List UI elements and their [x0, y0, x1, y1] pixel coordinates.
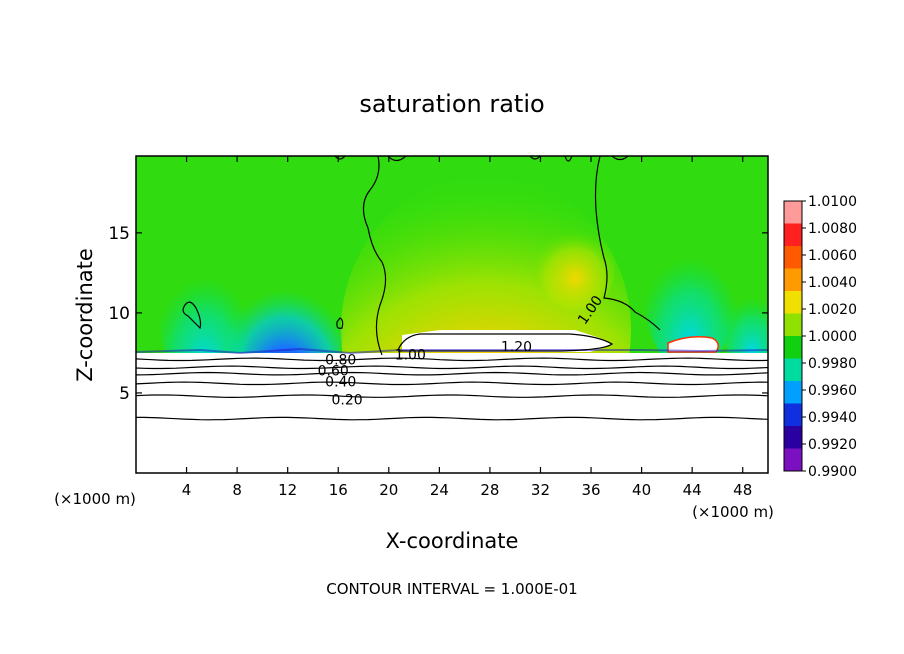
colorbar-label: 1.0080: [808, 221, 857, 237]
colorbar-swatch: [784, 336, 802, 359]
colorbar-swatch: [784, 358, 802, 382]
x-tick-label: 44: [683, 481, 702, 499]
x-tick-label: 48: [733, 481, 752, 499]
contour-line: [136, 365, 768, 370]
contour-label: 0.40: [325, 375, 356, 391]
x-axis-unit-right: (×1000 m): [692, 503, 774, 521]
colorbar-swatch: [784, 246, 802, 269]
x-tick-label: 40: [632, 481, 651, 499]
x-tick-label: 16: [329, 481, 348, 499]
contour-top-arc-2: [334, 156, 346, 160]
contour-top-arc-4: [529, 156, 541, 160]
x-tick-label: 12: [278, 481, 297, 499]
y-axis-label: Z-coordinate: [73, 248, 97, 382]
contour-top-arc-3: [611, 156, 629, 161]
colorbar-label: 0.9940: [808, 410, 857, 426]
colorbar-swatch: [784, 201, 802, 224]
contour-lines: [136, 156, 768, 421]
y-axis-ticks: 5 10 15: [108, 224, 768, 404]
contour-interval-footer: CONTOUR INTERVAL = 1.000E-01: [326, 580, 577, 598]
colorbar-label: 0.9980: [808, 356, 857, 372]
plot-frame: [135, 155, 769, 474]
colorbar-label: 0.9900: [808, 464, 857, 480]
colorbar: 1.0100 1.0080 1.0060 1.0040 1.0020 1.0000 0.99…: [783, 194, 857, 480]
x-tick-label: 28: [480, 481, 499, 499]
x-tick-label: 24: [430, 481, 449, 499]
colorbar-swatch: [784, 313, 802, 337]
contour-top-arc-5: [564, 156, 573, 162]
plot-field: [136, 156, 768, 473]
contour-label: 1.00: [395, 348, 426, 364]
colorbar-label: 1.0100: [808, 194, 857, 210]
chart-title: saturation ratio: [359, 90, 544, 118]
x-axis-ticks: 4 8 12 16 20 24 28 32 36 40 44 48: [182, 156, 752, 499]
x-tick-label: 36: [581, 481, 600, 499]
contour-label: 0.60: [318, 364, 349, 380]
colorbar-swatch: [784, 426, 802, 449]
dry-anomaly-right-2: [722, 280, 768, 370]
colorbar-swatch: [784, 223, 802, 247]
dry-anomaly-right: [645, 230, 735, 370]
colorbar-swatch: [784, 403, 802, 427]
contour-line-1-00-left: [362, 156, 387, 356]
x-tick-label: 32: [531, 481, 550, 499]
x-tick-label: 20: [379, 481, 398, 499]
x-tick-label: 4: [182, 481, 192, 499]
x-tick-label: 8: [232, 481, 242, 499]
x-axis-label: X-coordinate: [386, 529, 519, 553]
contour-line: [136, 357, 768, 362]
colorbar-swatch: [784, 448, 802, 472]
y-tick-label: 10: [108, 304, 130, 324]
contour-line: [136, 371, 768, 376]
cloud-fringe: [136, 347, 768, 355]
yellow-anomaly: [535, 230, 615, 310]
colorbar-label: 1.0000: [808, 329, 857, 345]
contour-island-2: [336, 317, 344, 329]
y-tick-label: 5: [119, 384, 130, 404]
contour-line: [136, 394, 768, 399]
colorbar-label: 1.0020: [808, 302, 857, 318]
contour-label: 0.20: [332, 392, 363, 408]
contour-line: [136, 381, 768, 386]
contour-label: 1.20: [501, 340, 532, 356]
colorbar-swatch: [784, 381, 802, 404]
contour-label: 0.80: [325, 352, 356, 368]
contour-cloud-outline: [397, 333, 614, 352]
contour-line: [136, 416, 768, 421]
colorbar-label: 0.9920: [808, 437, 857, 453]
x-axis-unit-left: (×1000 m): [54, 490, 136, 508]
subsaturated-region: [136, 353, 768, 473]
contour-line-1-00-right: [594, 156, 661, 331]
colorbar-label: 0.9960: [808, 383, 857, 399]
colorbar-label: 1.0040: [808, 275, 857, 291]
contour-island-1: [182, 301, 202, 330]
cloud-base-blob: [402, 330, 612, 352]
y-tick-label: 15: [108, 224, 130, 244]
colorbar-swatch: [784, 291, 802, 314]
colorbar-label: 1.0060: [808, 248, 857, 264]
colorbar-swatch: [784, 268, 802, 292]
